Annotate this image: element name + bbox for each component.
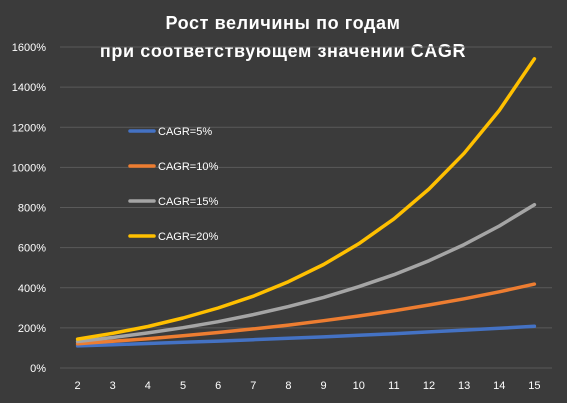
x-axis-ticks: 2 3 4 5 6 7 8 9 10 11 12 13 14 15	[75, 380, 541, 392]
y-tick-label: 0%	[30, 363, 46, 375]
x-tick-label: 4	[145, 380, 151, 392]
grid	[60, 46, 552, 369]
chart-title-line-1: Рост величины по годам	[165, 13, 400, 33]
x-tick-label: 14	[493, 380, 505, 392]
x-tick-label: 2	[75, 380, 81, 392]
y-tick-label: 1400%	[12, 82, 46, 94]
y-axis-ticks: 0% 200% 400% 600% 800% 1000% 1200% 1400% 1600%	[12, 42, 46, 375]
y-tick-label: 1600%	[12, 42, 46, 54]
legend-label: CAGR=10%	[158, 161, 218, 173]
x-tick-label: 9	[321, 380, 327, 392]
x-tick-label: 7	[250, 380, 256, 392]
y-tick-label: 800%	[18, 203, 46, 215]
x-tick-label: 3	[110, 380, 116, 392]
y-tick-label: 1000%	[12, 162, 46, 174]
legend-label: CAGR=20%	[158, 231, 218, 243]
series-line	[75, 57, 537, 341]
x-tick-label: 15	[528, 380, 540, 392]
series-line	[75, 282, 537, 346]
series-line	[75, 202, 537, 344]
x-tick-label: 13	[458, 380, 470, 392]
series-lines	[75, 57, 537, 348]
chart-title-line-2: при соответствующем значении CAGR	[100, 41, 466, 61]
x-tick-label: 6	[215, 380, 221, 392]
legend-label: CAGR=5%	[158, 126, 212, 138]
x-tick-label: 12	[423, 380, 435, 392]
x-tick-label: 8	[285, 380, 291, 392]
x-tick-label: 10	[353, 380, 365, 392]
x-tick-label: 11	[388, 380, 399, 392]
legend: CAGR=5% CAGR=10% CAGR=15% CAGR=20%	[128, 126, 218, 243]
y-tick-label: 200%	[18, 323, 46, 335]
x-tick-label: 5	[180, 380, 186, 392]
y-tick-label: 1200%	[12, 122, 46, 134]
series-line	[75, 324, 537, 348]
legend-label: CAGR=15%	[158, 196, 218, 208]
y-tick-label: 400%	[18, 283, 46, 295]
y-tick-label: 600%	[18, 243, 46, 255]
